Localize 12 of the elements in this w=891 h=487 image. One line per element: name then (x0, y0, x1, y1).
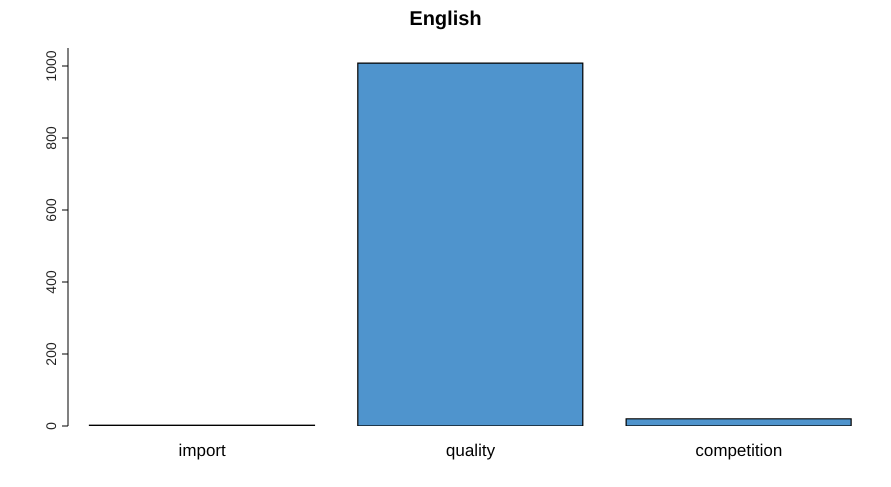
chart-title: English (408, 8, 483, 32)
y-tick-label: 200 (43, 342, 59, 366)
x-tick-label: import (178, 441, 226, 460)
y-tick-label: 400 (43, 270, 59, 294)
x-tick-label: competition (695, 441, 782, 460)
x-tick-label: quality (446, 441, 496, 460)
bar (626, 418, 852, 426)
y-tick-label: 800 (43, 126, 59, 150)
y-tick-label: 1000 (43, 50, 59, 82)
y-tick-label: 600 (43, 198, 59, 222)
bar (357, 62, 584, 426)
y-tick-label: 0 (43, 422, 59, 430)
